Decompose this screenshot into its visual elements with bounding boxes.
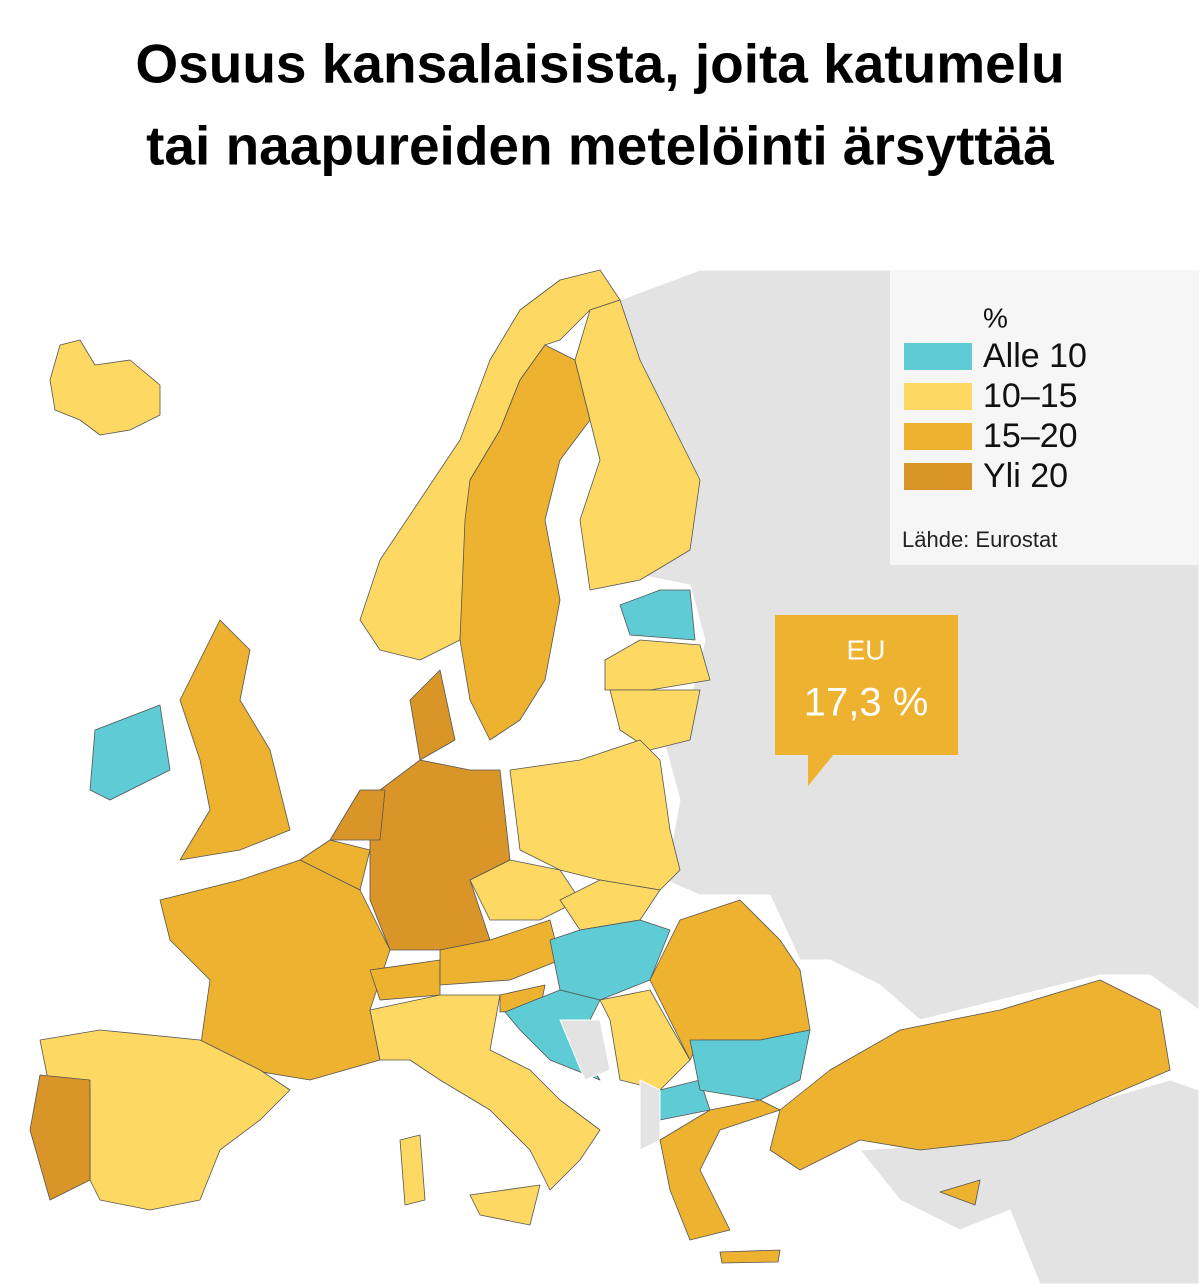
callout-box xyxy=(775,615,958,755)
country xyxy=(769,979,1171,1171)
country xyxy=(619,589,696,641)
legend-label: Yli 20 xyxy=(983,457,1068,495)
legend-box xyxy=(890,270,1199,565)
legend-label: Alle 10 xyxy=(983,337,1087,375)
title-line: tai naapureiden metelöinti ärsyttää xyxy=(146,115,1054,177)
country xyxy=(719,1249,781,1264)
country xyxy=(609,689,701,751)
country xyxy=(29,1074,91,1201)
legend-title: % xyxy=(983,302,1008,333)
country xyxy=(559,879,661,931)
legend-swatch xyxy=(904,463,972,490)
country xyxy=(459,344,591,741)
country xyxy=(179,619,291,861)
country xyxy=(469,1184,541,1226)
country xyxy=(409,669,456,761)
callout-label: EU xyxy=(847,634,886,665)
country xyxy=(659,1099,781,1241)
callout-value: 17,3 % xyxy=(804,681,929,725)
country xyxy=(939,1179,981,1206)
source: Lähde: Eurostat xyxy=(902,527,1057,552)
eu-callout: EU 17,3 % xyxy=(775,615,958,786)
country xyxy=(549,919,671,1001)
country xyxy=(399,1134,426,1206)
country xyxy=(604,639,711,691)
country xyxy=(574,299,701,591)
legend-swatch xyxy=(904,383,972,410)
legend-label: 15–20 xyxy=(983,417,1078,455)
title-line: Osuus kansalaisista, joita katumelu xyxy=(135,33,1064,95)
legend-swatch xyxy=(904,343,972,370)
countries xyxy=(29,269,1171,1264)
callout-pointer xyxy=(808,754,834,786)
country xyxy=(369,959,441,1001)
country xyxy=(509,739,681,891)
legend-swatch xyxy=(904,423,972,450)
country xyxy=(329,789,386,841)
country xyxy=(369,994,601,1191)
country xyxy=(49,339,161,436)
country xyxy=(369,759,511,951)
land xyxy=(559,1019,611,1081)
land xyxy=(639,1079,661,1151)
country xyxy=(89,704,171,801)
legend-label: 10–15 xyxy=(983,377,1078,415)
country xyxy=(689,1029,811,1101)
